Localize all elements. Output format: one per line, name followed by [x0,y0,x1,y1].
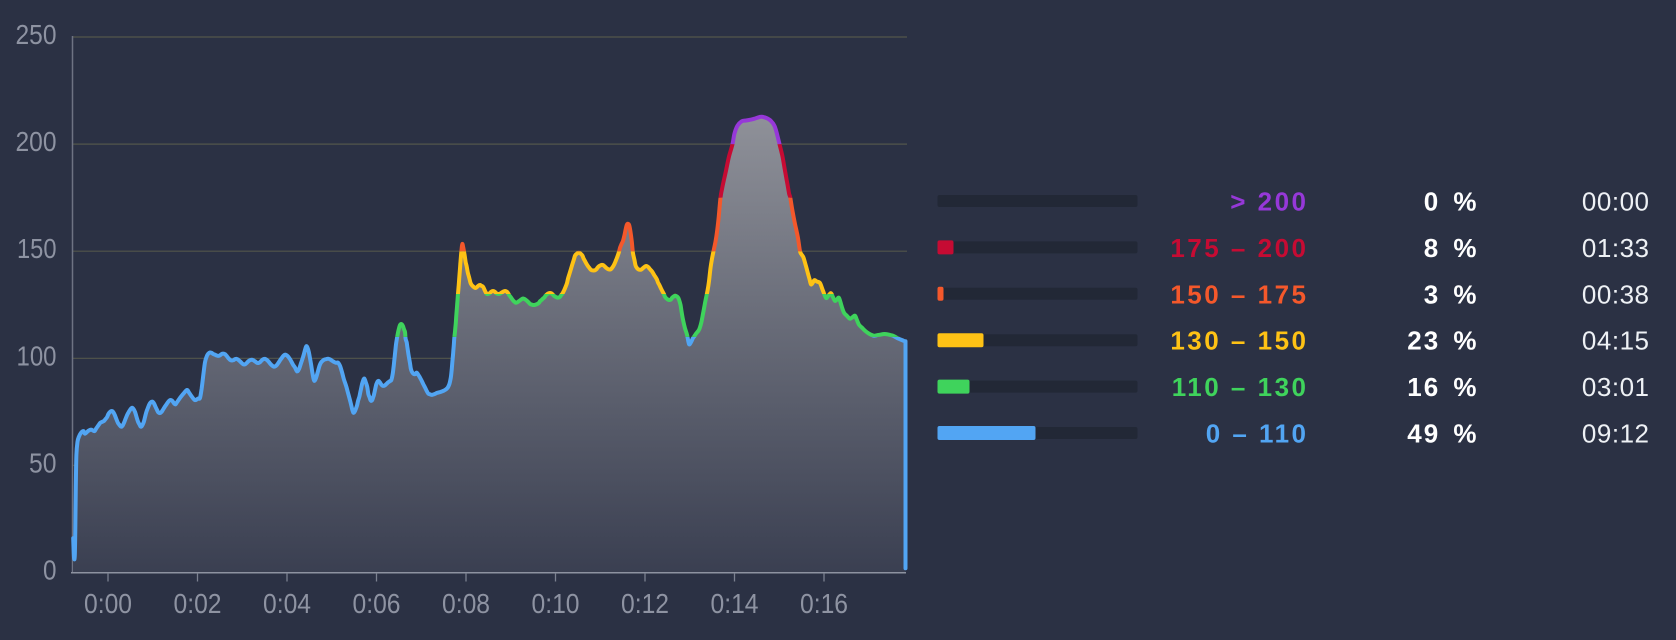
svg-text:0 %: 0 % [1424,187,1479,217]
svg-text:110 – 130: 110 – 130 [1172,372,1309,402]
svg-text:04:15: 04:15 [1582,326,1650,356]
svg-text:0:04: 0:04 [263,588,311,619]
svg-text:150 – 175: 150 – 175 [1170,279,1308,309]
svg-text:100: 100 [17,340,57,371]
svg-text:01:33: 01:33 [1582,233,1650,263]
svg-text:150: 150 [17,233,57,264]
svg-text:3 %: 3 % [1424,279,1479,309]
svg-text:03:01: 03:01 [1582,372,1650,402]
svg-text:250: 250 [16,19,57,50]
svg-text:23 %: 23 % [1407,326,1478,356]
svg-text:49 %: 49 % [1407,419,1478,449]
svg-text:0:14: 0:14 [711,588,759,619]
svg-text:00:38: 00:38 [1582,279,1650,309]
svg-text:0:06: 0:06 [353,588,401,619]
svg-text:0:16: 0:16 [800,588,848,619]
svg-text:175 – 200: 175 – 200 [1170,233,1308,263]
svg-text:8 %: 8 % [1424,233,1479,263]
svg-text:> 200: > 200 [1230,187,1308,217]
svg-text:50: 50 [29,447,57,478]
svg-text:09:12: 09:12 [1582,419,1650,449]
svg-text:0:02: 0:02 [174,588,222,619]
svg-text:0 – 110: 0 – 110 [1206,419,1309,449]
svg-text:00:00: 00:00 [1582,187,1650,217]
svg-text:16 %: 16 % [1407,372,1478,402]
svg-text:0:00: 0:00 [84,588,132,619]
svg-text:0:12: 0:12 [621,588,669,619]
svg-text:200: 200 [16,126,57,157]
svg-text:130 – 150: 130 – 150 [1170,326,1308,356]
svg-text:0: 0 [43,555,57,586]
svg-text:0:10: 0:10 [532,588,580,619]
svg-text:0:08: 0:08 [442,588,490,619]
